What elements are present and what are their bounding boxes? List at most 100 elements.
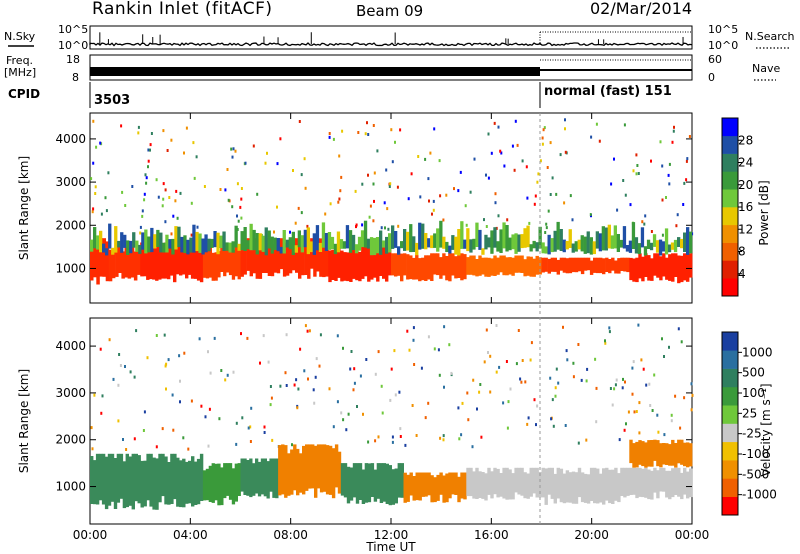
echo-cell (157, 195, 160, 199)
echo-cell (533, 202, 536, 206)
echo-cell (489, 390, 492, 394)
echo-cell (231, 205, 234, 209)
echo-band-strip (635, 257, 639, 283)
echo-cell (390, 128, 393, 132)
echo-cell (241, 416, 244, 420)
echo-band-strip (331, 249, 335, 280)
fringe-strip (135, 240, 139, 252)
colorbar-frame (721, 331, 739, 516)
echo-cell (624, 380, 626, 384)
echo-cell (495, 324, 498, 327)
fringe-strip (219, 235, 223, 248)
freq-label-line2: [MHz] (4, 66, 36, 79)
echo-cell (117, 419, 120, 423)
colorbar-tick-label: 12 (738, 222, 753, 236)
fringe-strip (631, 222, 636, 249)
echo-band-strip (659, 256, 663, 281)
echo-cell (270, 396, 273, 400)
echo-band-strip (313, 244, 317, 277)
echo-cell (147, 148, 150, 152)
echo-cell (353, 367, 356, 371)
echo-cell (240, 332, 242, 336)
echo-band-strip (307, 245, 311, 279)
echo-cell (165, 362, 168, 366)
echo-band-strip (451, 472, 455, 495)
echo-cell (427, 335, 430, 339)
echo-cell (542, 128, 545, 132)
echo-band-strip (415, 472, 419, 501)
echo-band-strip (454, 256, 458, 279)
fringe-strip (625, 245, 630, 252)
echo-cell (546, 166, 549, 169)
echo-band-strip (406, 474, 410, 502)
nave-tick-high: 60 (708, 53, 722, 66)
echo-cell (352, 388, 355, 392)
echo-band-strip (424, 472, 428, 497)
echo-cell (564, 150, 567, 154)
echo-band-strip (496, 468, 500, 498)
echo-band-strip (121, 251, 125, 279)
echo-cell (100, 411, 103, 415)
echo-cell (168, 196, 171, 199)
echo-cell (389, 182, 392, 186)
echo-cell (498, 365, 501, 369)
echo-band-strip (352, 463, 357, 498)
echo-cell (303, 369, 306, 373)
echo-band-strip (373, 246, 377, 278)
nsky-line (89, 42, 693, 47)
fringe-strip (279, 246, 283, 254)
echo-cell (680, 340, 683, 344)
echo-band-strip (223, 463, 227, 499)
echo-cell (517, 329, 520, 332)
fringe-strip (261, 235, 265, 252)
echo-band-strip (499, 255, 503, 273)
echo-band-strip (466, 257, 470, 275)
echo-cell (644, 214, 647, 218)
echo-cell (161, 204, 164, 208)
echo-cell (139, 225, 142, 229)
echo-cell (667, 173, 670, 177)
echo-cell (690, 408, 693, 412)
echo-band-strip (683, 253, 687, 281)
echo-band-strip (260, 458, 265, 495)
fringe-strip (538, 226, 542, 249)
echo-band-strip (349, 467, 354, 501)
echo-band-strip (677, 255, 681, 284)
echo-band-strip (217, 251, 221, 278)
echo-cell (232, 370, 235, 374)
echo-cell (685, 159, 688, 163)
echo-band-strip (205, 468, 210, 501)
echo-cell (676, 213, 679, 217)
echo-band-strip (146, 242, 150, 280)
echo-band-strip (199, 453, 204, 501)
echo-cell (207, 444, 210, 448)
echo-band-strip (490, 471, 494, 499)
echo-cell (374, 439, 377, 443)
echo-band-strip (370, 248, 374, 280)
echo-band-strip (671, 439, 675, 466)
fringe-strip (448, 245, 452, 254)
echo-cell (142, 429, 145, 432)
fringe-strip (421, 223, 425, 249)
echo-cell (391, 160, 394, 164)
velocity-colorbar-label: Velocity [m s⁻¹] (759, 383, 773, 476)
echo-band-strip (565, 258, 570, 274)
echo-band-strip (632, 467, 636, 495)
echo-cell (505, 360, 508, 363)
echo-band-strip (267, 239, 272, 276)
echo-band-strip (170, 453, 174, 504)
fringe-strip (451, 235, 455, 250)
echo-cell (577, 441, 580, 445)
echo-cell (487, 132, 490, 136)
echo-band-strip (122, 461, 127, 509)
echo-band-strip (403, 472, 407, 503)
echo-cell (610, 182, 613, 186)
echo-cell (297, 206, 300, 210)
echo-cell (234, 149, 237, 153)
colorbar-swatch (722, 207, 738, 226)
fringe-strip (442, 236, 446, 249)
colorbar-tick-label: 4 (738, 267, 746, 281)
echo-band-strip (674, 443, 678, 468)
fringe-strip (379, 230, 383, 255)
echo-band-strip (208, 465, 212, 502)
